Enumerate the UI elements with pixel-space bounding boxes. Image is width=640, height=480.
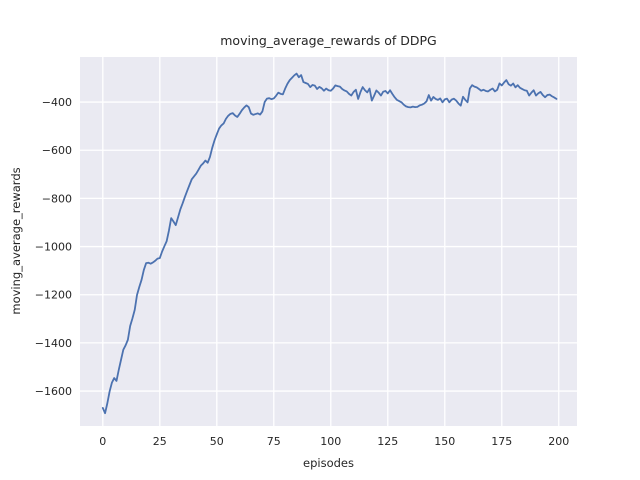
x-tick-label: 175 — [491, 435, 512, 448]
x-tick-label: 25 — [153, 435, 167, 448]
y-tick-label: −1400 — [35, 337, 72, 350]
y-tick-label: −1600 — [35, 385, 72, 398]
ddpg-reward-line — [101, 72, 558, 415]
y-tick-label: −1200 — [35, 289, 72, 302]
x-tick-label: 125 — [377, 435, 398, 448]
x-tick-label: 150 — [434, 435, 455, 448]
x-tick-label: 100 — [320, 435, 341, 448]
y-tick-label: −600 — [42, 144, 72, 157]
y-tick-label: −800 — [42, 192, 72, 205]
y-axis-label: moving_average_rewards — [9, 167, 23, 315]
x-tick-label: 75 — [267, 435, 281, 448]
y-tick-label: −400 — [42, 96, 72, 109]
x-tick-label: 0 — [99, 435, 106, 448]
x-tick-label: 200 — [548, 435, 569, 448]
y-tick-label: −1000 — [35, 241, 72, 254]
axes-background — [80, 57, 577, 426]
x-tick-label: 50 — [210, 435, 224, 448]
x-axis-label: episodes — [303, 456, 354, 470]
chart-title: moving_average_rewards of DDPG — [220, 33, 437, 48]
